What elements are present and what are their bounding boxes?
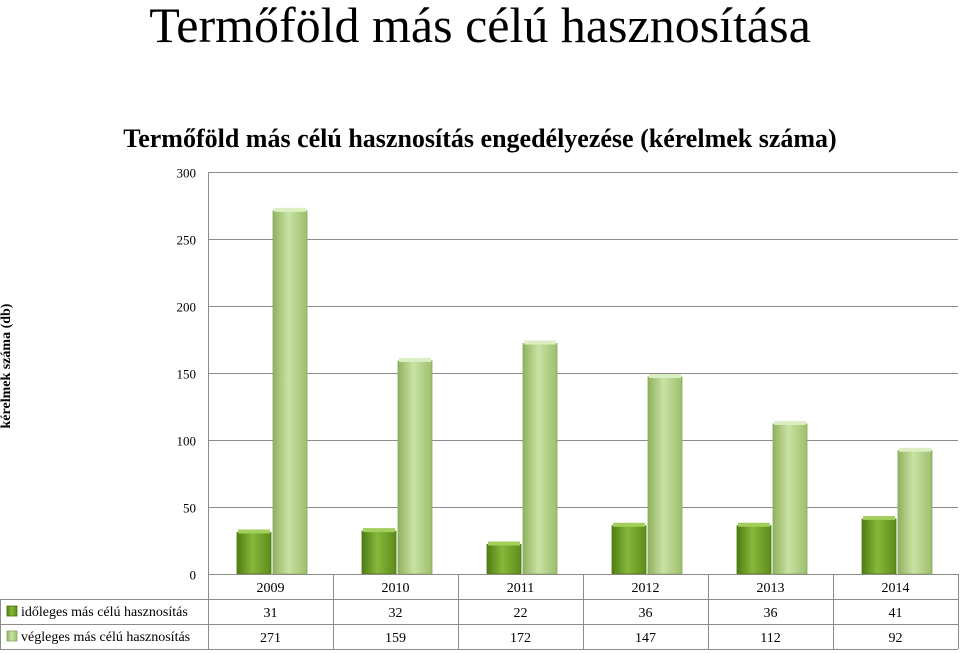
- y-tick-label: 150: [177, 367, 197, 382]
- bar-group: [522, 340, 558, 575]
- bar-group: [272, 207, 308, 575]
- data-table-value: 41: [889, 606, 903, 621]
- bar: [397, 360, 433, 575]
- bar: [272, 210, 308, 575]
- bar-group: [361, 528, 397, 575]
- bar-group: [647, 374, 683, 575]
- bar-cap: [274, 207, 306, 212]
- legend-key: [6, 630, 18, 642]
- y-tick-label: 0: [190, 568, 197, 583]
- legend-label: időleges más célú hasznosítás: [21, 605, 188, 620]
- bar: [897, 450, 933, 575]
- bar: [236, 532, 272, 575]
- bar-cap: [863, 516, 895, 521]
- data-table: 2009 2010 2011 2012 2013 2014 időleges más cél…: [0, 574, 959, 650]
- slide-title: Termőföld más célú hasznosítása: [149, 0, 811, 53]
- y-tick-label: 300: [177, 166, 197, 181]
- y-tick-label: 50: [183, 501, 196, 516]
- data-table-value: 172: [510, 631, 531, 646]
- data-table-value: 112: [760, 631, 780, 646]
- bar: [522, 343, 558, 575]
- bar-cap: [899, 447, 931, 452]
- bar-cap: [738, 522, 770, 527]
- data-table-value: 32: [389, 606, 403, 621]
- x-tick-label: 2009: [257, 581, 285, 596]
- data-table-value: 22: [514, 606, 528, 621]
- bar-cap: [613, 522, 645, 527]
- bar-cap: [488, 541, 520, 546]
- bar: [361, 530, 397, 575]
- chart-title-text: Termőföld más célú hasznosítás engedélye…: [123, 124, 837, 153]
- data-table-value: 36: [639, 606, 653, 621]
- bar: [736, 525, 772, 575]
- legend-label: végleges más célú hasznosítás: [21, 630, 190, 645]
- bar-cap: [399, 357, 431, 362]
- gridlines: [208, 172, 958, 574]
- bar: [861, 518, 897, 575]
- bar-group: [486, 541, 522, 575]
- x-tick-label: 2013: [757, 581, 785, 596]
- bars: [236, 207, 933, 575]
- bar-group: [236, 529, 272, 575]
- legend-key: [6, 605, 18, 617]
- bar: [486, 544, 522, 575]
- x-tick-label: 2011: [507, 581, 534, 596]
- bar-group: [611, 522, 647, 575]
- bar-cap: [238, 529, 270, 534]
- y-tick-label: 250: [177, 233, 197, 248]
- bar-cap: [524, 340, 556, 345]
- x-tick-label: 2014: [882, 581, 910, 596]
- data-table-value: 147: [635, 631, 656, 646]
- bar-group: [772, 420, 808, 575]
- bar: [772, 423, 808, 575]
- y-axis-ticks: 0 50 100 150 200 250 300: [177, 166, 197, 583]
- bar-group: [397, 357, 433, 575]
- bar-cap: [363, 528, 395, 533]
- bar-cap: [774, 420, 806, 425]
- bar-group: [897, 447, 933, 575]
- bar-cap: [649, 374, 681, 379]
- y-tick-label: 100: [177, 434, 197, 449]
- data-table-value: 271: [260, 631, 281, 646]
- data-table-value: 159: [385, 631, 406, 646]
- data-table-value: 92: [889, 631, 903, 646]
- data-table-value: 31: [264, 606, 278, 621]
- chart-title: Termőföld más célú hasznosítás engedélye…: [0, 124, 960, 154]
- bar-group: [736, 522, 772, 575]
- data-table-value: 36: [764, 606, 778, 621]
- x-tick-label: 2010: [382, 581, 410, 596]
- bar: [647, 376, 683, 575]
- y-tick-label: 200: [177, 300, 197, 315]
- bar: [611, 525, 647, 575]
- bar-group: [861, 516, 897, 575]
- x-tick-label: 2012: [632, 581, 660, 596]
